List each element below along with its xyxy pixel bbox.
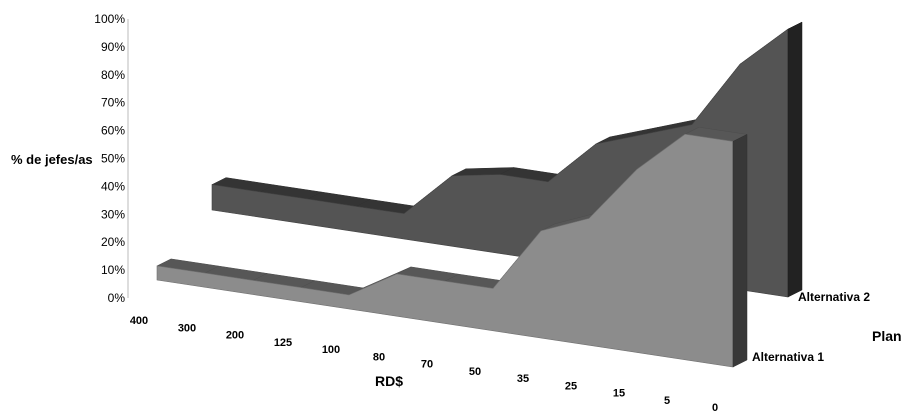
x-category-label: 0	[712, 402, 718, 414]
y-tick-label: 10%	[101, 263, 125, 277]
x-axis-title: RD$	[375, 373, 403, 389]
x-category-label: 400	[130, 315, 148, 327]
x-category-label: 50	[469, 366, 481, 378]
x-category-label: 300	[178, 322, 196, 334]
series-alternativa-1	[156, 126, 748, 368]
x-category-label: 15	[613, 388, 625, 400]
y-axis-title: % de jefes/as	[11, 152, 93, 167]
series-label-alternativa-2: Alternativa 2	[798, 290, 870, 304]
y-tick-label: 30%	[101, 207, 125, 221]
x-category-label: 5	[664, 395, 670, 407]
x-category-label: 25	[565, 380, 577, 392]
z-axis-title: Plan	[872, 328, 902, 344]
series-label-alternativa-1: Alternativa 1	[752, 350, 824, 364]
x-category-label: 70	[421, 359, 433, 371]
series-areas	[156, 21, 803, 368]
x-category-label: 200	[226, 330, 244, 342]
y-tick-label: 40%	[101, 179, 125, 193]
x-category-label: 35	[517, 373, 529, 385]
area-end-cap	[732, 133, 748, 368]
x-category-label: 80	[373, 351, 385, 363]
y-tick-label: 50%	[101, 152, 125, 166]
y-tick-label: 60%	[101, 124, 125, 138]
y-tick-label: 0%	[108, 291, 126, 305]
y-tick-label: 70%	[101, 96, 125, 110]
y-tick-label: 90%	[101, 40, 125, 54]
y-tick-label: 100%	[94, 12, 125, 26]
x-category-label: 100	[322, 344, 340, 356]
x-category-label: 125	[274, 337, 292, 349]
y-tick-label: 80%	[101, 68, 125, 82]
y-tick-label: 20%	[101, 235, 125, 249]
y-tick-labels: 0% 10% 20% 30% 40% 50% 60% 70% 80% 90% 100%	[94, 12, 129, 305]
area-end-cap	[787, 21, 803, 298]
